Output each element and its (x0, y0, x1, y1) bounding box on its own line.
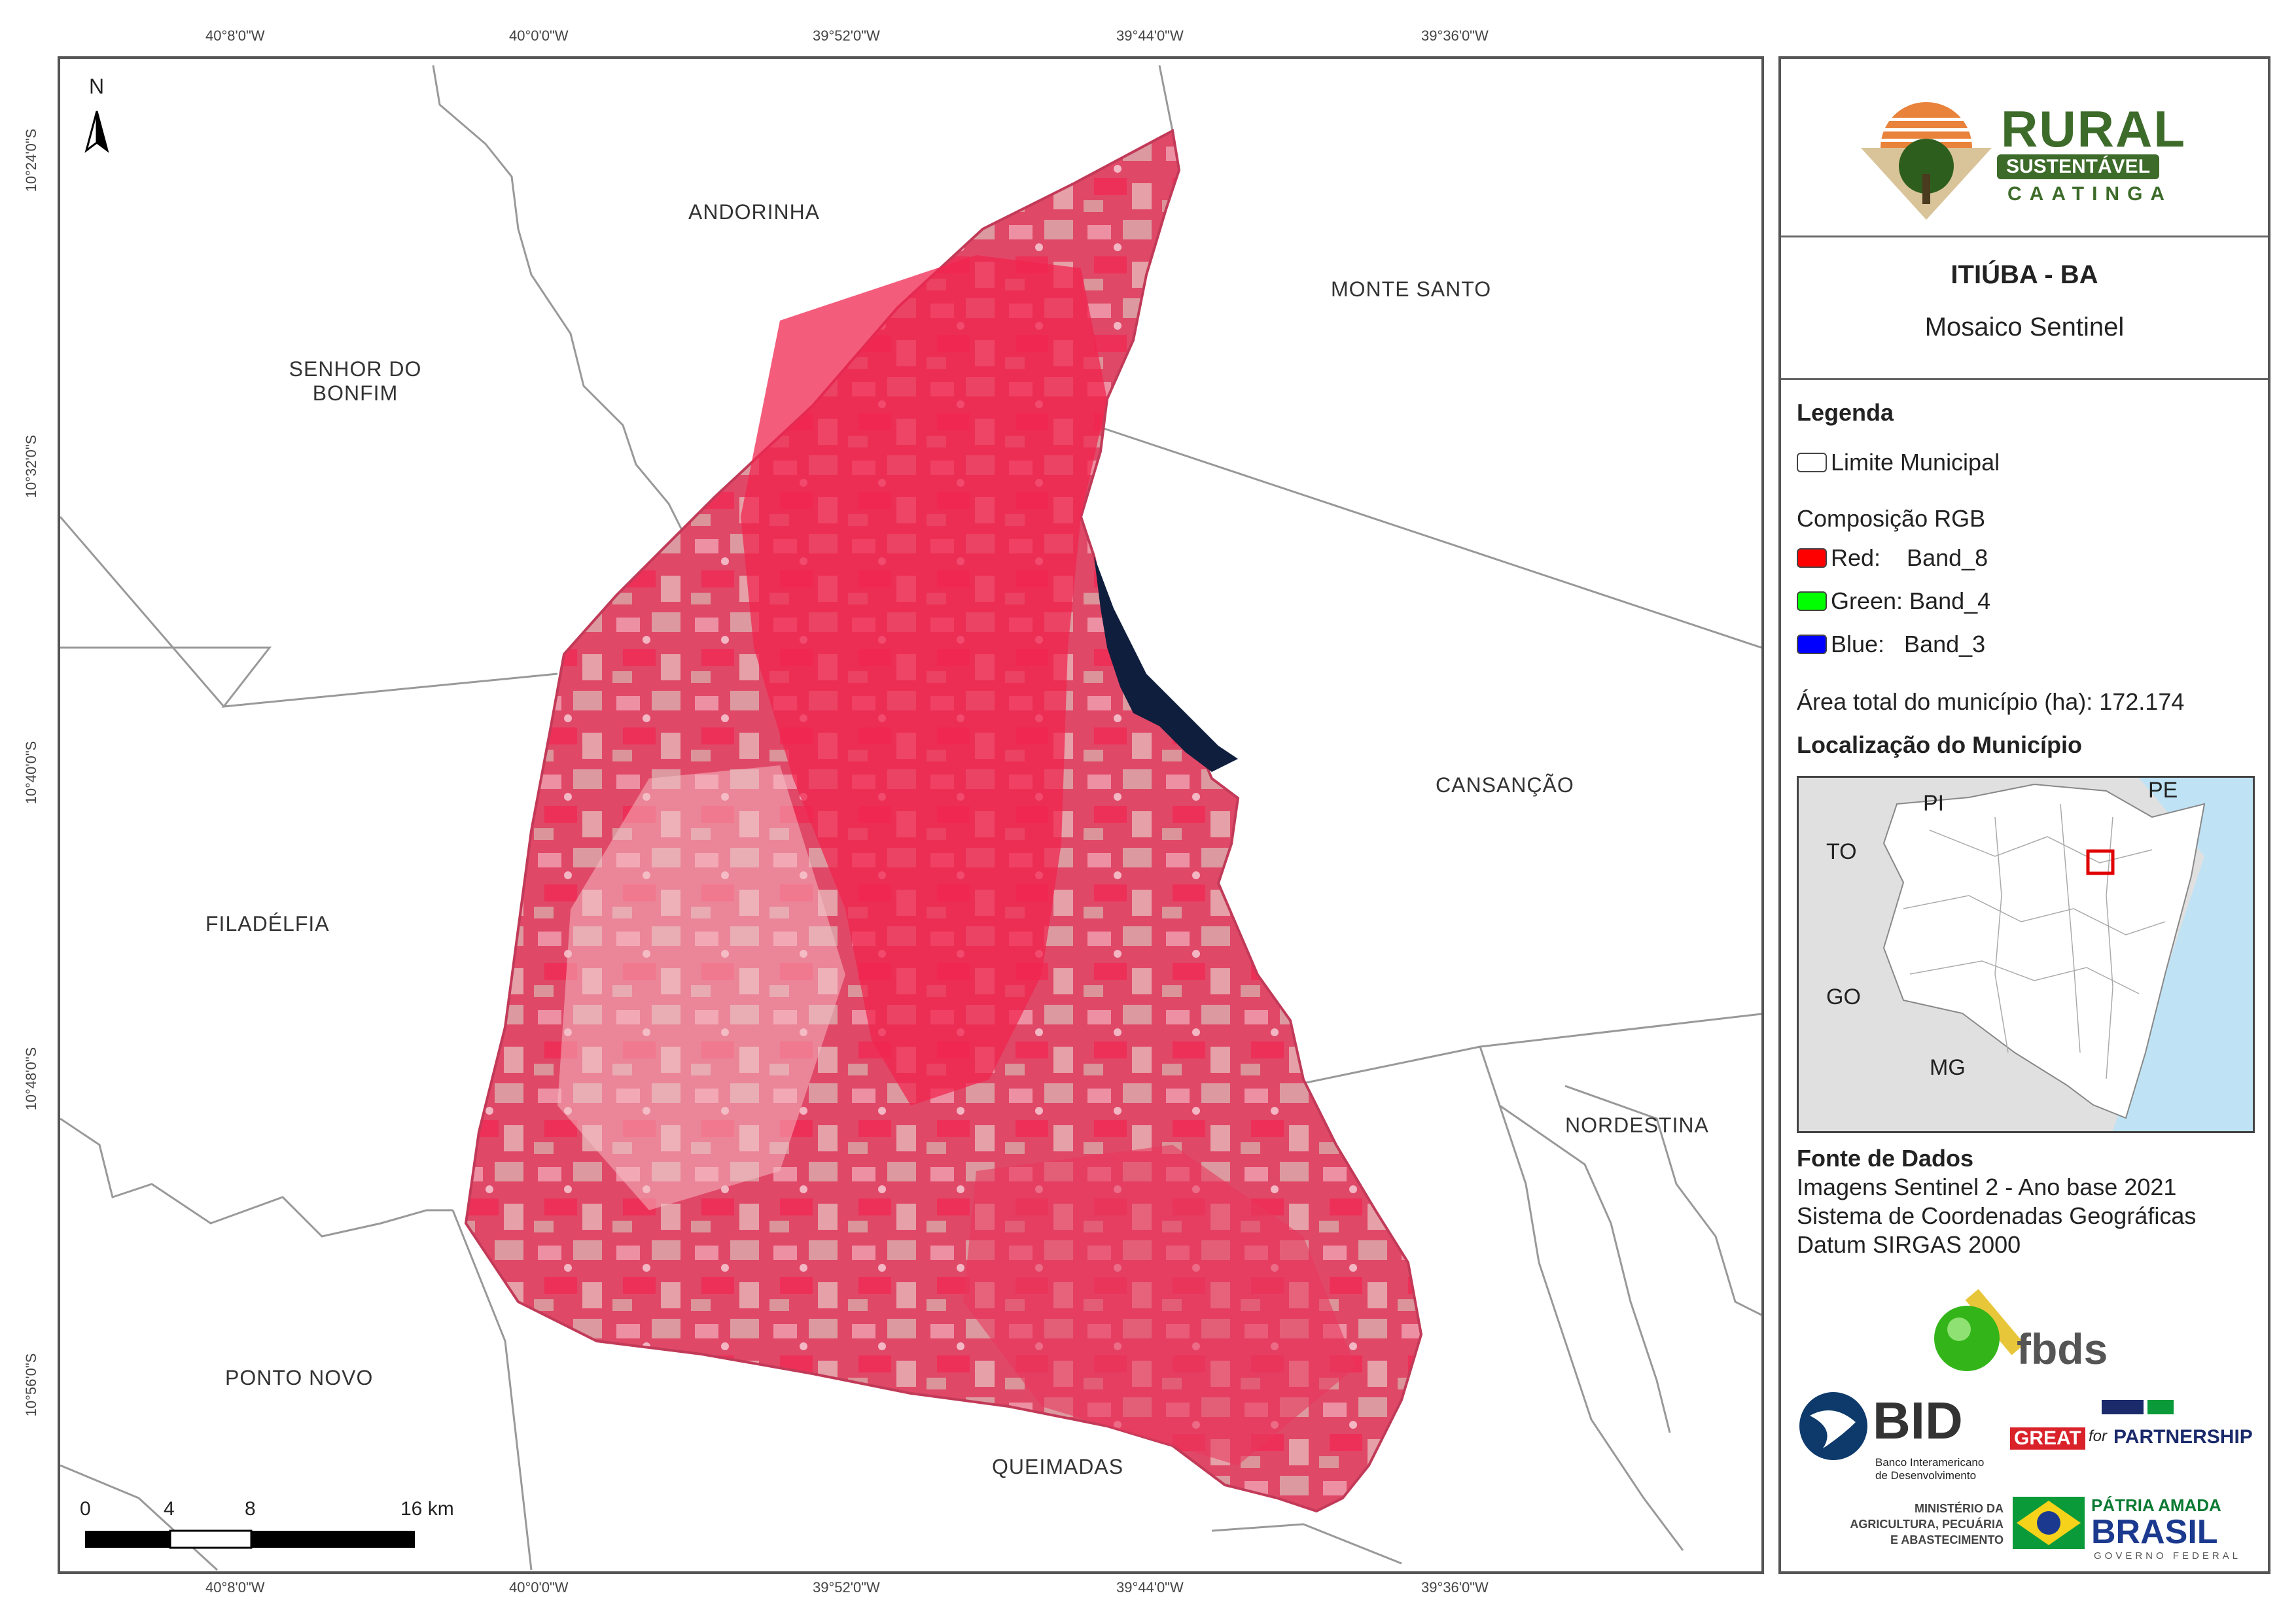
map-frame: N ANDORINHA MONTE SANTO SENHOR DO BONFIM… (58, 56, 1764, 1574)
legend-red: Red: Band_8 (1831, 544, 1988, 571)
north-arrow-icon (84, 111, 109, 153)
ministerio-line3: E ABASTECIMENTO (1890, 1533, 2004, 1546)
imagery-core (741, 255, 1107, 1106)
label-senhor-do-bonfim: SENHOR DO BONFIM (289, 357, 422, 405)
bid-sub1: Banco Interamericano (1875, 1456, 1985, 1469)
inset-label-pe: PE (2148, 778, 2178, 803)
partnership-text: PARTNERSHIP (2113, 1426, 2253, 1448)
imagery-light (557, 765, 845, 1210)
coord-left-2: 10°32'0"S (23, 434, 39, 498)
coord-left-4: 10°48'0"S (23, 1047, 39, 1111)
brasil-flag-icon (2013, 1497, 2085, 1549)
red-swatch (1797, 548, 1827, 568)
label-ponto-novo: PONTO NOVO (225, 1366, 374, 1389)
label-nordestina: NORDESTINA (1565, 1113, 1709, 1137)
label-andorinha: ANDORINHA (688, 200, 821, 224)
coord-left-5: 10°56'0"S (23, 1353, 39, 1417)
scale-label-0: 0 (80, 1498, 91, 1520)
limit-swatch (1797, 453, 1827, 472)
legend-limit-label: Limite Municipal (1831, 449, 2000, 476)
inset-label-mg: MG (1930, 1055, 1966, 1080)
map-subtitle: Mosaico Sentinel (1924, 313, 2125, 341)
coord-bottom-4: 39°44'0"W (1116, 1579, 1184, 1596)
label-filadelfia: FILADÉLFIA (205, 912, 330, 935)
side-panel: RURAL SUSTENTÁVEL CAATINGA ITIÚBA - BA M… (1778, 56, 2270, 1574)
bid-sub2: de Desenvolvimento (1875, 1469, 1977, 1482)
green-swatch (1797, 591, 1827, 611)
coord-top-3: 39°52'0"W (813, 27, 880, 44)
ministerio-line1: MINISTÉRIO DA (1914, 1502, 2004, 1515)
map-title: ITIÚBA - BA (1951, 260, 2098, 289)
coord-left-1: 10°24'0"S (23, 128, 39, 192)
imagery-south (963, 1145, 1356, 1465)
label-monte-santo: MONTE SANTO (1331, 277, 1492, 301)
fbds-text: fbds (2017, 1325, 2108, 1373)
scale-label-16: 16 km (400, 1498, 454, 1520)
sources-heading: Fonte de Dados (1797, 1145, 1974, 1172)
legend-blue: Blue: Band_3 (1831, 631, 1986, 657)
bahia-state (1882, 783, 2206, 1119)
neighbor-boundaries (60, 65, 1761, 1571)
coord-bottom-1: 40°8'0"W (205, 1579, 265, 1596)
locator-map (1882, 778, 2253, 1131)
legend-green: Green: Band_4 (1831, 587, 1991, 614)
divider (1781, 236, 2268, 237)
coord-top-2: 40°0'0"W (509, 27, 569, 44)
coord-top-5: 39°36'0"W (1421, 27, 1489, 44)
scale-label-8: 8 (245, 1498, 256, 1520)
coord-top-4: 39°44'0"W (1116, 27, 1184, 44)
bid-text: BID (1873, 1391, 1963, 1450)
logo-rural: RURAL (2001, 100, 2186, 158)
coord-left-3: 10°40'0"S (23, 741, 39, 805)
inset-label-pi: PI (1923, 791, 1945, 816)
municipality-locator-box (2086, 849, 2115, 875)
brasil-text: BRASIL (2091, 1513, 2218, 1551)
coord-top-1: 40°8'0"W (205, 27, 265, 44)
municipal-grid (1903, 803, 2166, 1079)
scale-bar (85, 1529, 415, 1549)
rural-logo-icon (1861, 102, 1992, 220)
bid-logo-icon (1799, 1392, 1867, 1460)
coord-bottom-2: 40°0'0"W (509, 1579, 569, 1596)
ministerio-line2: AGRICULTURA, PECUÁRIA (1850, 1518, 2004, 1531)
scale-label-4: 4 (164, 1498, 175, 1520)
great-text: GREAT (2010, 1427, 2085, 1450)
location-heading: Localização do Município (1797, 731, 2083, 758)
label-queimadas: QUEIMADAS (992, 1455, 1124, 1478)
rgb-heading: Composição RGB (1797, 505, 1986, 532)
label-cansancao: CANSANÇÃO (1436, 773, 1574, 797)
coord-bottom-3: 39°52'0"W (813, 1579, 880, 1596)
fbds-logo-icon (1934, 1289, 2025, 1371)
blue-swatch (1797, 635, 1827, 654)
inset-label-go: GO (1826, 985, 1861, 1009)
inset-label-to: TO (1826, 839, 1857, 864)
divider (1781, 378, 2268, 380)
legend-heading: Legenda (1797, 399, 1894, 426)
uk-flag-icon (2102, 1400, 2144, 1414)
patria-text: PÁTRIA AMADA (2091, 1495, 2221, 1515)
coord-bottom-5: 39°36'0"W (1421, 1579, 1489, 1596)
logo-sustentavel: SUSTENTÁVEL (1997, 154, 2160, 179)
sources-line1: Imagens Sentinel 2 - Ano base 2021 (1797, 1174, 2177, 1200)
reservoir (1094, 556, 1238, 772)
brazil-flag-icon (2147, 1400, 2174, 1414)
map-canvas (60, 65, 1761, 1571)
north-label: N (89, 75, 105, 98)
sources-line2: Sistema de Coordenadas Geográficas (1797, 1202, 2197, 1229)
for-text: for (2089, 1427, 2108, 1445)
area-text: Área total do município (ha): 172.174 (1797, 688, 2185, 715)
governo-text: GOVERNO FEDERAL (2094, 1550, 2242, 1562)
locator-inset: PI PE TO GO MG (1797, 776, 2255, 1133)
logo-caatinga: CAATINGA (2007, 183, 2173, 205)
sources-line3: Datum SIRGAS 2000 (1797, 1231, 2021, 1258)
